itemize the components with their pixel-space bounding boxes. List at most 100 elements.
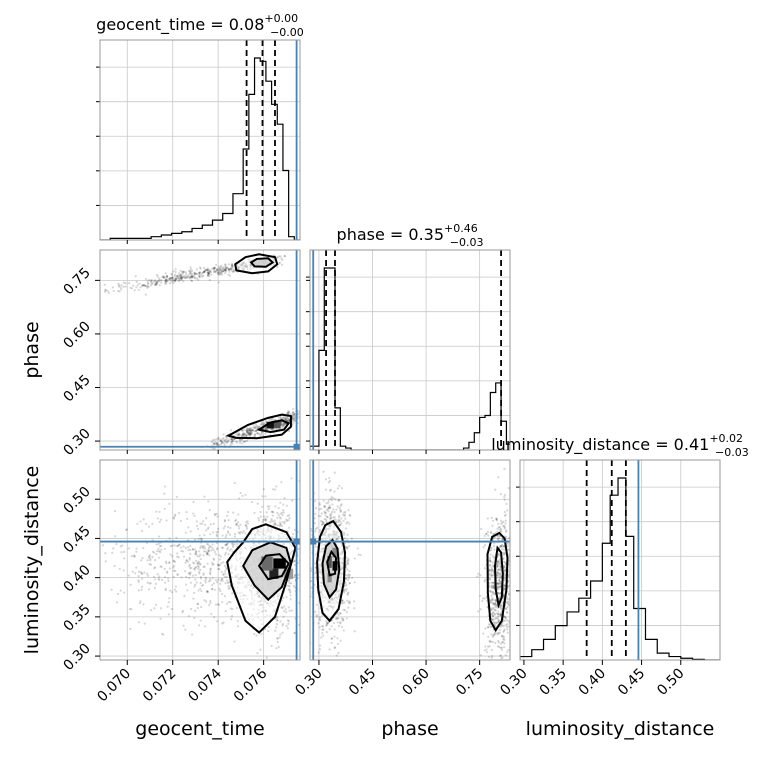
sample-point [274,523,278,526]
sample-point [337,499,340,502]
sample-point [232,270,235,273]
sample-point [160,578,164,582]
sample-point [179,276,183,279]
sample-point [335,520,338,523]
sample-point [143,571,146,574]
sample-point [492,612,495,615]
sample-point [209,573,212,576]
hist-bars [520,460,720,660]
sample-point [217,281,220,284]
sample-point [219,443,223,446]
sample-point [198,274,201,278]
sample-point [175,278,178,281]
contour-line [242,541,292,602]
sample-point [190,276,193,279]
sample-point [345,561,348,564]
sample-point [172,517,176,520]
sample-point [501,521,504,524]
sample-point [504,654,507,657]
sample-point [198,562,202,565]
sample-point [230,263,234,266]
sample-point [203,270,206,273]
sample-point [194,609,197,612]
sample-point [512,639,514,641]
sample-point [484,627,487,630]
sample-point [241,429,244,432]
sample-point [188,276,191,279]
sample-point [172,516,175,519]
sample-point [235,606,238,610]
sample-point [203,495,206,498]
sample-point [135,547,138,550]
sample-point [288,585,291,588]
sample-point [246,427,249,430]
sample-point [278,521,281,524]
sample-point [491,618,494,621]
sample-point [258,425,261,429]
sample-point [283,422,286,425]
sample-point [188,556,191,560]
sample-point [275,623,278,626]
sample-point [207,271,210,275]
sample-point [179,274,182,277]
sample-point [232,438,235,441]
sample-point [275,485,278,488]
hist-frame [519,459,721,661]
sample-point [492,621,495,624]
sample-point [318,502,321,505]
sample-point [497,620,500,623]
sample-point [140,529,144,533]
sample-point [139,600,142,603]
x-tick-label: 0.75 [453,666,486,699]
sample-point [341,599,344,602]
sample-point [511,557,513,559]
sample-point [193,274,196,277]
sample-point [256,652,259,655]
sample-point [175,544,179,547]
sample-point [120,284,123,287]
sample-point [502,646,506,649]
sample-point [326,515,329,519]
sample-point [165,278,168,282]
sample-point [158,277,161,280]
sample-point [223,594,227,598]
sample-point [282,596,285,600]
sample-point [224,520,227,523]
sample-point [240,434,243,437]
sample-point [211,563,214,566]
sample-point [293,414,296,417]
sample-point [337,524,341,527]
density-cell [261,556,273,571]
sample-point [515,567,517,569]
sample-point [206,562,209,565]
sample-point [203,450,205,452]
sample-point [117,282,120,285]
sample-point [256,432,259,435]
sample-point [157,547,160,551]
sample-point [503,624,506,627]
sample-point [347,573,350,576]
sample-point [336,617,340,620]
sample-point [291,413,294,416]
sample-point [504,569,507,572]
sample-point [319,520,323,523]
sample-point [500,648,504,652]
sample-point [302,515,304,517]
sample-point [490,566,493,569]
sample-point [164,280,167,284]
sample-point [230,269,234,272]
sample-point [207,272,210,275]
sample-point [201,544,204,548]
sample-point [494,604,497,607]
sample-point [230,618,233,621]
sample-point [499,642,503,645]
sample-point [325,508,328,511]
sample-point [186,546,190,549]
sample-point [221,441,224,444]
sample-point [255,634,258,637]
sample-point [503,467,506,470]
sample-point [495,517,498,520]
sample-point [503,584,506,587]
sample-point [499,545,502,548]
sample-point [489,530,493,534]
